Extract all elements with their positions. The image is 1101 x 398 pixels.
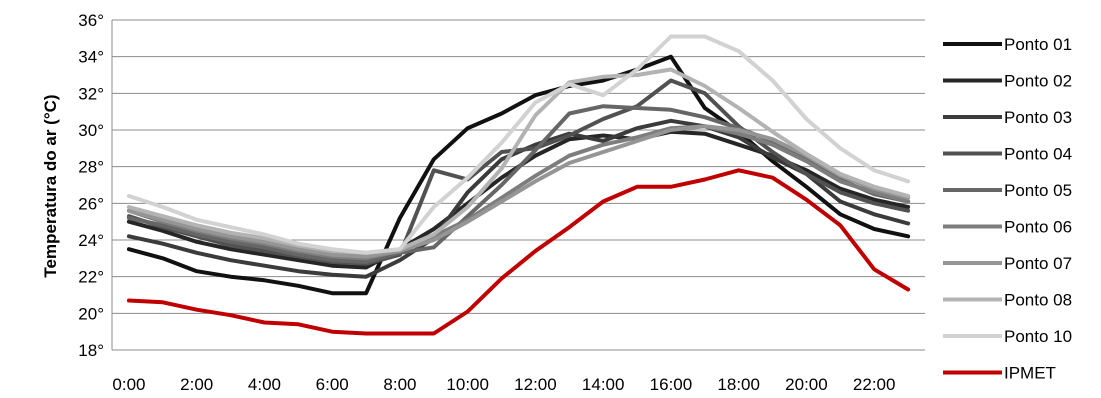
x-tick-label: 10:00 xyxy=(446,375,489,394)
y-tick-label: 32° xyxy=(78,84,104,103)
series-line-ponto-10 xyxy=(126,34,911,255)
legend-label: Ponto 10 xyxy=(1004,327,1072,346)
legend-label: Ponto 03 xyxy=(1004,108,1072,127)
y-tick-label: 22° xyxy=(78,268,104,287)
x-tick-label: 0:00 xyxy=(112,375,145,394)
series-line-ipmet xyxy=(126,168,911,336)
legend-label: Ponto 01 xyxy=(1004,35,1072,54)
legend-label: Ponto 08 xyxy=(1004,291,1072,310)
x-axis: 0:00 2:00 4:00 6:00 8:00 10:00 12:00 14:00 16:00… xyxy=(112,349,925,394)
y-tick-label: 20° xyxy=(78,304,104,323)
y-tick-label: 30° xyxy=(78,121,104,140)
legend-label: Ponto 04 xyxy=(1004,145,1072,164)
x-tick-label: 20:00 xyxy=(785,375,828,394)
y-tick-label: 24° xyxy=(78,231,104,250)
legend-label: IPMET xyxy=(1004,364,1056,383)
x-tick-label: 4:00 xyxy=(248,375,281,394)
y-tick-label: 34° xyxy=(78,48,104,67)
legend-label: Ponto 02 xyxy=(1004,72,1072,91)
x-tick-label: 16:00 xyxy=(650,375,693,394)
x-tick-label: 8:00 xyxy=(383,375,416,394)
y-tick-label: 28° xyxy=(78,158,104,177)
legend-label: Ponto 06 xyxy=(1004,218,1072,237)
y-tick-label: 36° xyxy=(78,11,104,30)
series-lines xyxy=(126,34,911,336)
legend-label: Ponto 07 xyxy=(1004,254,1072,273)
series-line-ponto-08 xyxy=(126,67,911,255)
legend: Ponto 01 Ponto 02 Ponto 03 Ponto 04 Ponto 05… xyxy=(943,35,1072,383)
y-axis-label: Temperatura do ar (°C) xyxy=(41,94,60,277)
x-tick-label: 14:00 xyxy=(582,375,625,394)
y-tick-label: 18° xyxy=(78,341,104,360)
series-line-ponto-01 xyxy=(126,54,911,296)
x-tick-label: 22:00 xyxy=(853,375,896,394)
series-line-ponto-07 xyxy=(126,124,911,259)
y-tick-label: 26° xyxy=(78,194,104,213)
x-tick-label: 12:00 xyxy=(514,375,557,394)
x-tick-label: 6:00 xyxy=(316,375,349,394)
legend-label: Ponto 05 xyxy=(1004,181,1072,200)
x-tick-label: 18:00 xyxy=(717,375,760,394)
series-line-ponto-04 xyxy=(126,78,911,266)
y-axis: 18° 20° 22° 24° 26° 28° 30° 32° 34° 36° xyxy=(78,11,113,360)
x-tick-label: 2:00 xyxy=(180,375,213,394)
